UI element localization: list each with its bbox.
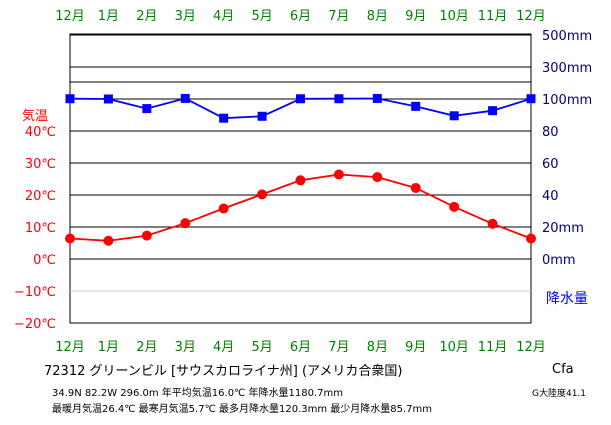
temp-tick-label: 0℃	[33, 253, 56, 268]
month-label: 9月	[405, 9, 426, 24]
precip-point	[257, 111, 267, 121]
month-label: 4月	[213, 340, 234, 355]
precip-point	[65, 94, 75, 104]
month-labels-bottom: 12月 1月 2月 3月 4月 5月 6月 7月 8月 9月 10月 11月 12月	[55, 340, 546, 355]
temp-tick-label: 40℃	[25, 125, 56, 140]
temp-tick-label: −20℃	[14, 317, 56, 332]
month-label: 6月	[290, 9, 311, 24]
month-label: 2月	[136, 9, 157, 24]
precip-point	[334, 94, 344, 104]
month-label: 12月	[516, 340, 546, 355]
precip-tick-label: 500mm	[542, 29, 592, 44]
precip-tick-label: 100mm	[542, 93, 592, 108]
temp-tick-label: 20℃	[25, 189, 56, 204]
temp-tick-label: −10℃	[14, 285, 56, 300]
precip-axis-label: 降水量	[546, 291, 588, 307]
temp-point	[449, 201, 460, 212]
station-title: 72312 グリーンビル [サウスカロライナ州] (アメリカ合衆国)	[44, 364, 403, 379]
continentality-index: G大陸度41.1	[532, 389, 587, 399]
temp-point	[487, 218, 498, 229]
temp-tick-label: 10℃	[25, 221, 56, 236]
month-label: 12月	[516, 9, 546, 24]
station-info-line-2: 最暖月気温26.4℃ 最寒月気温5.7℃ 最多月降水量120.3mm 最少月降水…	[52, 404, 433, 415]
month-label: 1月	[98, 340, 119, 355]
month-label: 2月	[136, 340, 157, 355]
precip-point	[142, 104, 152, 114]
station-info-line-1: 34.9N 82.2W 296.0m 年平均気温16.0℃ 年降水量1180.7…	[52, 388, 343, 399]
month-label: 6月	[290, 340, 311, 355]
temp-point	[295, 175, 306, 186]
temp-point	[103, 235, 114, 246]
month-label: 1月	[98, 9, 119, 24]
temp-point	[526, 233, 536, 244]
precip-point	[526, 94, 536, 104]
precip-point	[103, 94, 113, 104]
climate-classification: Cfa	[552, 362, 574, 377]
month-label: 7月	[328, 340, 349, 355]
temp-tick-label: 30℃	[25, 157, 56, 172]
month-label: 10月	[439, 9, 469, 24]
month-label: 3月	[175, 340, 196, 355]
precip-tick-label: 0mm	[542, 253, 576, 268]
month-label: 11月	[478, 9, 508, 24]
precipitation-series	[65, 93, 536, 123]
precip-tick-label: 300mm	[542, 61, 592, 76]
precip-point	[372, 93, 382, 103]
temp-point	[65, 233, 75, 244]
precip-point	[219, 113, 229, 123]
month-label: 12月	[55, 340, 85, 355]
temperature-series	[65, 169, 536, 246]
month-label: 12月	[55, 9, 85, 24]
precip-point	[411, 101, 421, 111]
precip-tick-label: 20mm	[542, 221, 584, 236]
temp-point	[410, 182, 421, 193]
precip-point	[488, 106, 498, 116]
month-label: 4月	[213, 9, 234, 24]
precip-point	[296, 94, 305, 104]
grid-lines	[69, 33, 532, 324]
temp-axis-label: 気温	[22, 108, 48, 124]
month-label: 8月	[367, 340, 388, 355]
precip-tick-label: 80	[542, 125, 559, 140]
temp-point	[180, 218, 191, 229]
temp-point	[372, 172, 383, 183]
month-label: 5月	[251, 9, 272, 24]
precip-point	[180, 93, 190, 103]
precip-tick-label: 60	[542, 157, 559, 172]
temp-point	[218, 203, 229, 214]
month-label: 7月	[328, 9, 349, 24]
temp-point	[333, 169, 344, 180]
precip-point	[449, 111, 459, 121]
month-label: 10月	[439, 340, 469, 355]
month-label: 3月	[175, 9, 196, 24]
month-label: 5月	[251, 340, 272, 355]
precip-tick-label: 40	[542, 189, 559, 204]
temp-point	[141, 230, 152, 241]
month-label: 11月	[478, 340, 508, 355]
month-label: 8月	[367, 9, 388, 24]
month-labels-top: 12月 1月 2月 3月 4月 5月 6月 7月 8月 9月 10月 11月 12月	[55, 9, 546, 24]
temp-point	[257, 189, 268, 200]
month-label: 9月	[405, 340, 426, 355]
